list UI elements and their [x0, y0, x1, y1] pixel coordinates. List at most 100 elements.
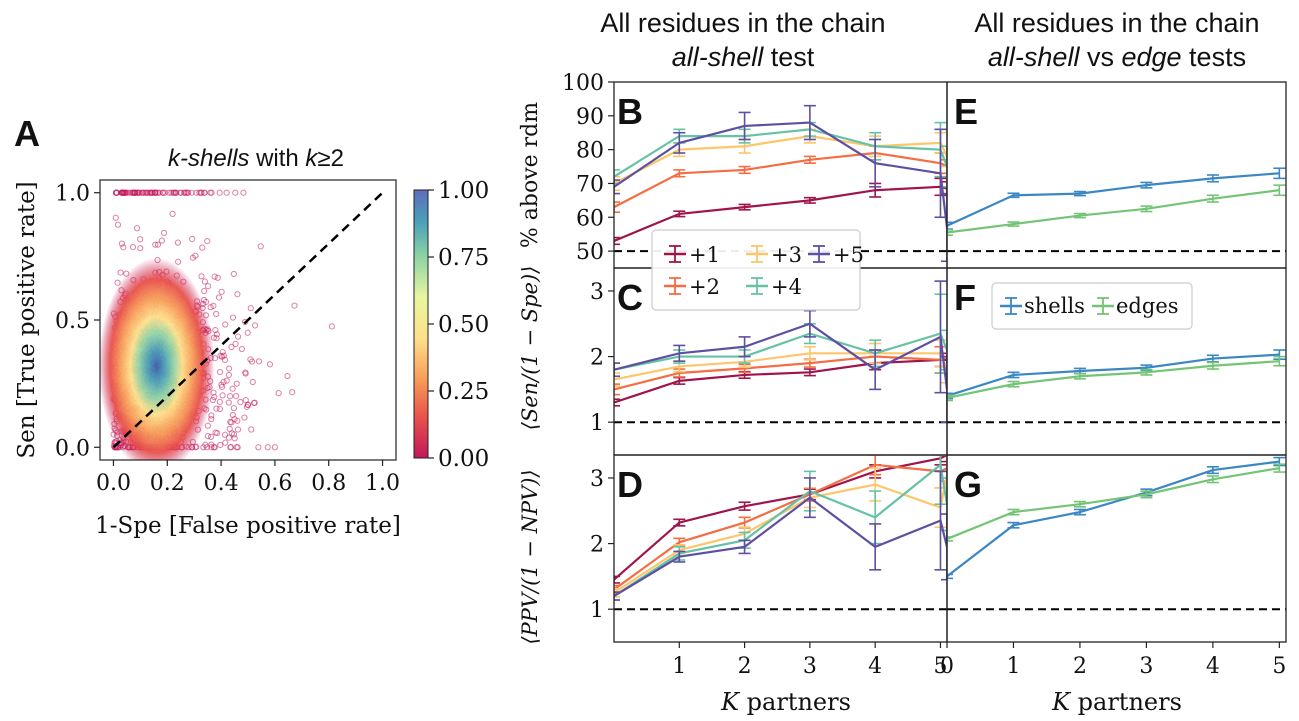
scatter-point	[161, 189, 169, 196]
scatter-point	[151, 189, 158, 196]
scatter-point	[233, 444, 240, 451]
scatter-point	[189, 235, 196, 243]
scatter-point	[257, 243, 264, 250]
scatter-point	[200, 444, 207, 451]
scatter-point	[204, 433, 211, 440]
panel-d-ytick-label: 2	[590, 533, 604, 558]
scatter-point	[247, 305, 254, 312]
scatter-point	[217, 352, 224, 359]
scatter-point	[189, 254, 196, 261]
legend-right: shells edges	[991, 282, 1193, 330]
scatter-point	[211, 273, 218, 280]
scatter-point	[215, 294, 223, 301]
scatter-point	[275, 390, 282, 397]
xlabel-right-em: K	[1051, 688, 1072, 716]
scatter-point	[289, 389, 296, 396]
scatter-point	[226, 365, 233, 372]
colorbar-tick-label: 1.00	[438, 178, 489, 204]
scatter-point	[169, 210, 176, 217]
scatter-point	[121, 189, 128, 196]
panel-g-frame	[946, 454, 1287, 643]
scatter-point	[196, 189, 203, 196]
scatter-point	[175, 258, 182, 265]
scatter-point	[234, 291, 241, 298]
scatter-point	[238, 345, 245, 353]
panel-letter-g: G	[954, 464, 982, 505]
scatter-point	[244, 329, 251, 336]
panel-letter-a: A	[14, 113, 40, 154]
scatter-point	[184, 189, 191, 196]
scatter-point	[223, 189, 230, 196]
scatter-point	[216, 405, 223, 413]
header-right-em2: edge	[1121, 42, 1181, 72]
panel-g: 0 1 2 3 4 5	[940, 454, 1287, 679]
scatter-point	[232, 189, 239, 196]
header-right-line2: all-shell vs edge tests	[988, 42, 1246, 72]
scatter-point	[234, 333, 242, 340]
panel-g-series-line-shells	[947, 460, 1280, 578]
panel-b-ytick-label: 100	[562, 71, 604, 96]
panel-e-plot-area	[947, 167, 1286, 253]
xlabel-left-rest: partners	[739, 688, 851, 716]
panel-e-frame	[946, 81, 1287, 269]
scatter-point	[208, 189, 215, 196]
xlabel-right: K partners	[1051, 688, 1182, 716]
scatter-point	[198, 189, 205, 196]
scatter-point	[291, 302, 298, 309]
xlabel-left: K partners	[720, 688, 851, 716]
scatter-point	[222, 321, 229, 328]
panel-a-xtick-label: 1.0	[365, 471, 400, 496]
scatter-point	[204, 237, 211, 245]
scatter-point	[118, 240, 126, 247]
colorbar-ticks: 1.00 0.75 0.50 0.25 0.00	[428, 178, 489, 472]
ylabel-d: ⟨PPV/(1 − NPV)⟩	[518, 469, 542, 644]
scatter-point	[231, 416, 238, 423]
scatter-point	[134, 189, 141, 196]
scatter-point	[284, 372, 291, 380]
scatter-point	[213, 310, 220, 318]
panel-a: A k-shells with k≥2 0.0 0.2 0.4 0.6 0.8 1.00.…	[14, 113, 489, 539]
scatter-point	[229, 385, 236, 392]
scatter-point	[228, 343, 235, 351]
panel-d-series-line-+3	[614, 474, 947, 594]
panel-a-ticks: 0.0 0.2 0.4 0.6 0.8 1.0 0.0 0.5 1.0	[55, 182, 400, 496]
panel-g-xtick-label: 1	[1006, 654, 1020, 679]
panel-letter-b: B	[617, 91, 643, 132]
scatter-point	[137, 236, 144, 243]
panel-a-title-rest: ≥2	[317, 145, 344, 172]
scatter-point	[240, 189, 247, 196]
panel-a-xtick-label: 0.8	[311, 471, 346, 496]
scatter-point	[204, 283, 212, 290]
scatter-point	[170, 189, 177, 196]
scatter-point	[218, 383, 226, 390]
scatter-point	[227, 444, 234, 451]
scatter-point	[221, 431, 229, 438]
panel-a-diagonal-dashed	[112, 191, 384, 449]
scatter-point	[117, 269, 124, 276]
panel-b-ytick-label: 90	[576, 105, 604, 130]
scatter-point	[250, 399, 258, 407]
scatter-point	[154, 241, 162, 248]
scatter-point	[144, 189, 151, 196]
scatter-point	[112, 214, 119, 221]
scatter-point	[173, 189, 180, 196]
panel-g-xtick-label: 2	[1073, 654, 1087, 679]
panel-letter-f: F	[954, 277, 976, 318]
panel-d-xtick-label: 1	[672, 654, 686, 679]
panel-c-series-line-+4	[614, 332, 947, 371]
header-right-line1: All residues in the chain	[974, 8, 1259, 38]
scatter-point	[208, 444, 215, 451]
panel-d-xtick-label: 2	[738, 654, 752, 679]
scatter-point	[160, 229, 168, 236]
scatter-point	[203, 444, 210, 451]
panel-b-series-line-+5	[614, 121, 947, 228]
scatter-point	[131, 189, 138, 196]
scatter-point	[201, 287, 208, 295]
panel-g-xtick-label: 0	[940, 654, 954, 679]
scatter-point	[137, 245, 144, 252]
header-right-rest: tests	[1182, 42, 1247, 72]
scatter-point	[129, 244, 137, 251]
header-right-mid: vs	[1079, 42, 1121, 72]
scatter-point	[225, 371, 232, 379]
